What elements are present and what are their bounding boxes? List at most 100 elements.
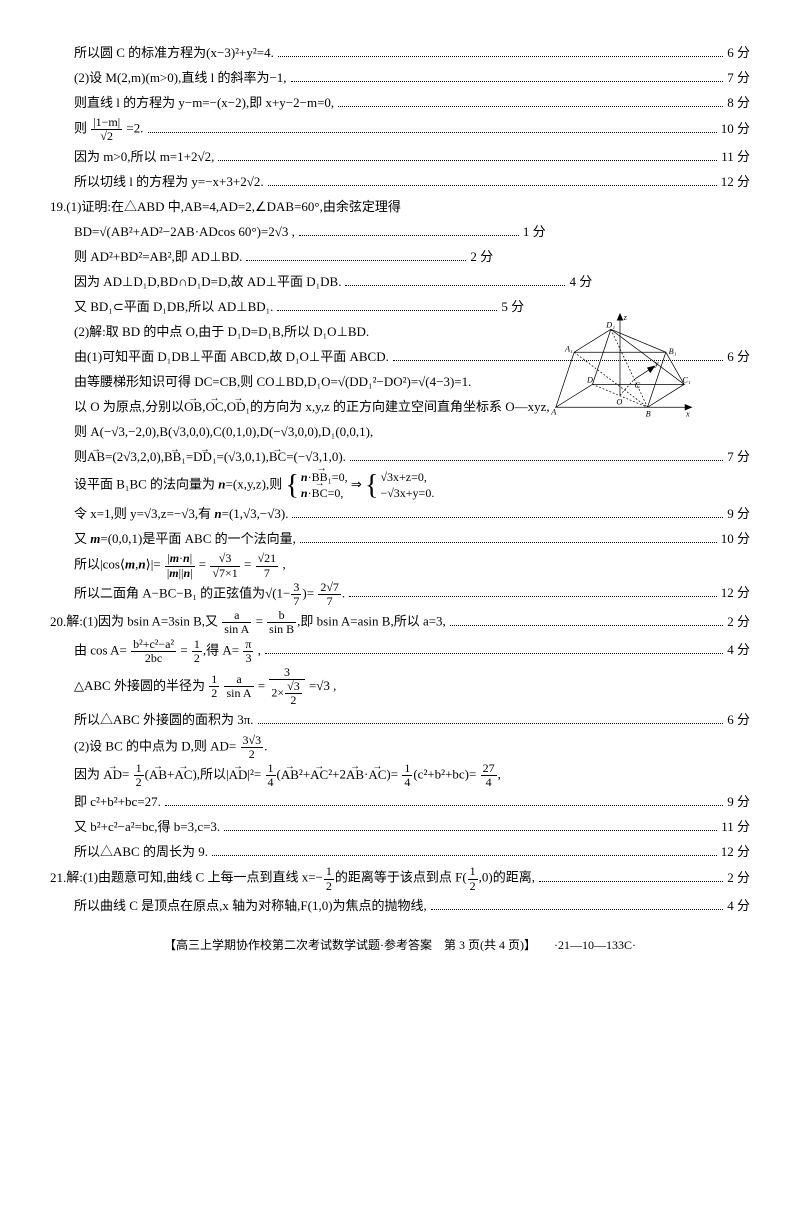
leader-dots [224, 823, 717, 832]
solution-line: 所以△ABC 外接圆的面积为 3π.6 分 [50, 708, 750, 732]
score-label: 8 分 [727, 91, 750, 115]
solution-line: △ABC 外接圆的半径为 12 asin A = 32×√32 =√3 , [50, 666, 750, 708]
leader-dots [349, 589, 717, 598]
score-label: 4 分 [569, 270, 592, 294]
line-content: 因为 m>0,所以 m=1+2√2, [74, 145, 214, 169]
line-content: 所以圆 C 的标准方程为(x−3)²+y²=4. [74, 41, 274, 65]
line-content: △ABC 外接圆的半径为 12 asin A = 32×√32 =√3 , [74, 666, 336, 708]
line-content: 由等腰梯形知识可得 DC=CB,则 CO⊥BD,D₁O=√(DD₁²−DO²)=… [74, 370, 471, 394]
problem-number: 20. [50, 610, 66, 634]
solution-line: 即 c²+b²+bc=27. 9 分 [50, 790, 750, 814]
line-content: BD=√(AB²+AD²−2AB·ADcos 60°)=2√3 , [74, 220, 295, 244]
line-content: 由 cos A= b²+c²−a²2bc = 12,得 A= π3 , [74, 638, 261, 665]
line-content: 又 b²+c²−a²=bc,得 b=3,c=3. [74, 815, 220, 839]
line-content: 所以曲线 C 是顶点在原点,x 轴为对称轴,F(1,0)为焦点的抛物线, [74, 894, 427, 918]
score-label: 9 分 [727, 790, 750, 814]
label-A: A [550, 408, 557, 417]
score-label: 7 分 [727, 66, 750, 90]
score-label: 4 分 [727, 894, 750, 918]
line-content: 所以△ABC 外接圆的面积为 3π. [74, 708, 254, 732]
leader-dots [450, 617, 723, 626]
leader-dots [148, 124, 717, 133]
score-label: 11 分 [721, 815, 750, 839]
solution-line: 因为 AD= 12(AB+AC),所以|AD|²= 14(AB²+AC²+2AB… [50, 762, 750, 789]
leader-dots [268, 177, 717, 186]
score-label: 2 分 [727, 610, 750, 634]
solution-line: 所以切线 l 的方程为 y=−x+3+2√2. 12 分 [50, 170, 750, 194]
leader-dots [165, 797, 723, 806]
line-content: 则 A(−√3,−2,0),B(√3,0,0),C(0,1,0),D(−√3,0… [74, 420, 373, 444]
solution-line: 所以圆 C 的标准方程为(x−3)²+y²=4. 6 分 [50, 41, 750, 65]
score-label: 10 分 [721, 117, 750, 141]
leader-dots [265, 645, 723, 654]
leader-dots [212, 848, 717, 857]
problem-number: 21. [50, 866, 66, 890]
solution-line: 又 b²+c²−a²=bc,得 b=3,c=3. 11 分 [50, 815, 750, 839]
leader-dots [431, 901, 723, 910]
leader-dots [278, 48, 723, 57]
solution-line: 由 cos A= b²+c²−a²2bc = 12,得 A= π3 ,4 分 [50, 638, 750, 665]
line-content: 所以切线 l 的方程为 y=−x+3+2√2. [74, 170, 264, 194]
score-label: 12 分 [721, 840, 750, 864]
label-O: O [616, 398, 622, 407]
solution-line: 设平面 B₁BC 的法向量为 n=(x,y,z),则 {n·BB₁=0,n·BC… [50, 470, 750, 501]
solution-line: BD=√(AB²+AD²−2AB·ADcos 60°)=2√3 , 1 分 [50, 220, 750, 244]
score-label: 11 分 [721, 145, 750, 169]
line-content: 所以二面角 A−BC−B₁ 的正弦值为√(1−37)= 2√77. [74, 581, 345, 608]
score-label: 9 分 [727, 502, 750, 526]
label-B1: B₁ [669, 347, 677, 356]
solution-line: 所以二面角 A−BC−B₁ 的正弦值为√(1−37)= 2√77.12 分 [50, 581, 750, 608]
solution-line: 19.(1)证明:在△ABD 中,AB=4,AD=2,∠DAB=60°,由余弦定… [50, 195, 750, 219]
line-content: 解:(1)由题意可知,曲线 C 上每一点到直线 x=−12的距离等于该点到点 F… [66, 865, 535, 892]
line-content: 以 O 为原点,分别以OB,OC,OD₁的方向为 x,y,z 的正方向建立空间直… [74, 395, 550, 419]
geometry-figure: A B C D A₁ B₁ C₁ D₁ O x y z [545, 311, 695, 421]
problem-number: 19. [50, 195, 66, 219]
line-content: 则AB=(2√3,2,0),BB₁=DD₁=(√3,0,1),BC=(−√3,1… [74, 445, 346, 469]
line-content: 因为 AD⊥D₁D,BD∩D₁D=D,故 AD⊥平面 D₁DB. [74, 270, 341, 294]
leader-dots [299, 227, 519, 236]
line-content: 解:(1)因为 bsin A=3sin B,又 asin A = bsin B,… [66, 609, 446, 636]
label-A1: A₁ [564, 344, 573, 353]
line-content: 又 m=(0,0,1)是平面 ABC 的一个法向量, [74, 527, 296, 551]
leader-dots [218, 152, 717, 161]
solution-line: 所以|cos⟨m,n⟩|= |m·n||m||n| = √3√7×1 = √21… [50, 552, 750, 579]
axis-y: y [654, 359, 659, 368]
label-D: D [586, 376, 593, 385]
solution-line: 又 m=(0,0,1)是平面 ABC 的一个法向量, 10 分 [50, 527, 750, 551]
solution-line: 则 |1−m|√2 =2. 10 分 [50, 116, 750, 143]
solution-line: (2)设 BC 的中点为 D,则 AD= 3√32. [50, 734, 750, 761]
solution-line: 令 x=1,则 y=√3,z=−√3,有 n=(1,√3,−√3). 9 分 [50, 502, 750, 526]
label-C: C [635, 381, 641, 390]
line-content: 则 |1−m|√2 =2. [74, 116, 144, 143]
solution-line: 20.解:(1)因为 bsin A=3sin B,又 asin A = bsin… [50, 609, 750, 636]
score-label: 7 分 [727, 445, 750, 469]
axis-x: x [685, 409, 690, 418]
solution-line: 则 A(−√3,−2,0),B(√3,0,0),C(0,1,0),D(−√3,0… [50, 420, 750, 444]
line-content: 由(1)可知平面 D₁DB⊥平面 ABCD,故 D₁O⊥平面 ABCD. [74, 345, 389, 369]
score-label: 6 分 [727, 41, 750, 65]
line-content: 所以|cos⟨m,n⟩|= |m·n||m||n| = √3√7×1 = √21… [74, 552, 286, 579]
score-label: 10 分 [721, 527, 750, 551]
leader-dots [291, 73, 724, 82]
score-label: 2 分 [727, 866, 750, 890]
label-B: B [646, 409, 651, 418]
solution-line: 所以△ABC 的周长为 9.12 分 [50, 840, 750, 864]
score-label: 12 分 [721, 170, 750, 194]
solution-line: 所以曲线 C 是顶点在原点,x 轴为对称轴,F(1,0)为焦点的抛物线, 4 分 [50, 894, 750, 918]
solution-line: 因为 m>0,所以 m=1+2√2, 11 分 [50, 145, 750, 169]
line-content: (2)设 M(2,m)(m>0),直线 l 的斜率为−1, [74, 66, 287, 90]
label-C1: C₁ [682, 376, 691, 385]
score-label: 1 分 [523, 220, 546, 244]
line-content: (2)解:取 BD 的中点 O,由于 D₁D=D₁B,所以 D₁O⊥BD. [74, 320, 369, 344]
line-content: 即 c²+b²+bc=27. [74, 790, 161, 814]
solution-line: 因为 AD⊥D₁D,BD∩D₁D=D,故 AD⊥平面 D₁DB. 4 分 [50, 270, 750, 294]
leader-dots [258, 716, 724, 725]
score-label: 6 分 [727, 345, 750, 369]
line-content: 则 AD²+BD²=AB²,即 AD⊥BD. [74, 245, 242, 269]
line-content: 因为 AD= 12(AB+AC),所以|AD|²= 14(AB²+AC²+2AB… [74, 762, 501, 789]
leader-dots [345, 277, 565, 286]
solution-line: 则 AD²+BD²=AB²,即 AD⊥BD. 2 分 [50, 245, 750, 269]
score-label: 2 分 [470, 245, 493, 269]
leader-dots [350, 452, 723, 461]
line-content: 令 x=1,则 y=√3,z=−√3,有 n=(1,√3,−√3). [74, 502, 288, 526]
